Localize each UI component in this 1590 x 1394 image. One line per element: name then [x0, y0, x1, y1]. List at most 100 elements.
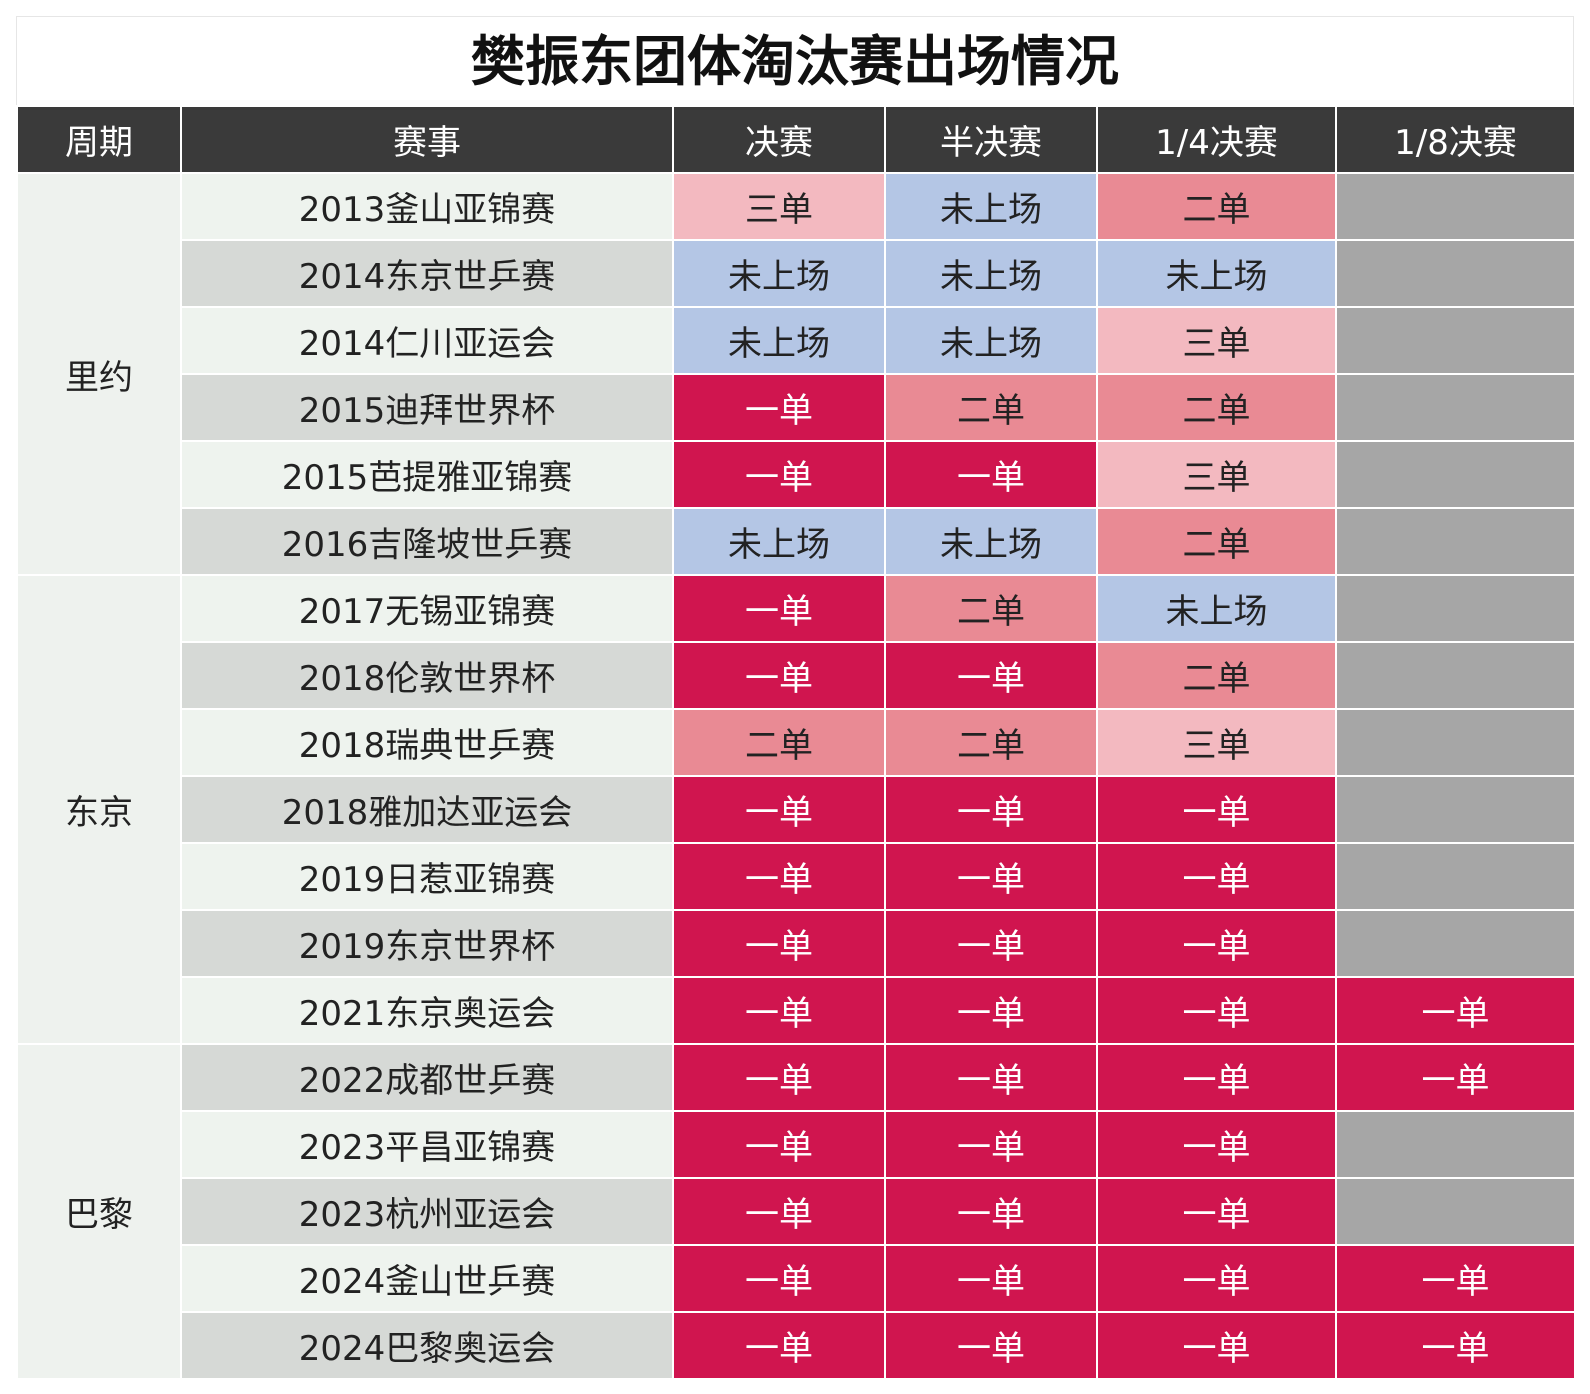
- empty-cell: [1335, 775, 1576, 844]
- result-cell: 一单: [672, 1110, 886, 1179]
- row: 2014仁川亚运会 未上场 未上场 三单: [17, 306, 1576, 375]
- result-cell: 一单: [1096, 976, 1337, 1045]
- header-row: 周期 赛事 决赛 半决赛 1/4决赛 1/8决赛: [16, 105, 1576, 174]
- result-cell: 未上场: [672, 306, 886, 375]
- result-cell: 二单: [884, 373, 1098, 442]
- header-cell: 半决赛: [884, 105, 1098, 174]
- result-cell: 未上场: [884, 507, 1098, 576]
- event-cell: 2024釜山世乒赛: [180, 1244, 674, 1313]
- event-cell: 2022成都世乒赛: [180, 1043, 674, 1112]
- result-cell: 一单: [1335, 1244, 1576, 1313]
- row: 2015芭提雅亚锦赛 一单 一单 三单: [17, 440, 1576, 509]
- event-cell: 2014东京世乒赛: [180, 239, 674, 308]
- event-cell: 2014仁川亚运会: [180, 306, 674, 375]
- empty-cell: [1335, 574, 1576, 643]
- result-cell: 一单: [672, 1177, 886, 1246]
- result-cell: 一单: [672, 641, 886, 710]
- header-cell: 周期: [16, 105, 182, 174]
- event-cell: 2015芭提雅亚锦赛: [180, 440, 674, 509]
- event-cell: 2019东京世界杯: [180, 909, 674, 978]
- empty-cell: [1335, 842, 1576, 911]
- row: 2016吉隆坡世乒赛 未上场 未上场 二单: [17, 507, 1576, 576]
- table-body: 里约 2013釜山亚锦赛 三单 未上场 二单 2014东京世乒赛 未上场 未上场 未上场 2014…: [16, 172, 1576, 1380]
- row: 2023杭州亚运会 一单 一单 一单: [17, 1177, 1576, 1246]
- empty-cell: [1335, 373, 1576, 442]
- result-cell: 一单: [1096, 1244, 1337, 1313]
- result-cell: 一单: [884, 775, 1098, 844]
- result-cell: 二单: [1096, 641, 1337, 710]
- table: 周期 赛事 决赛 半决赛 1/4决赛 1/8决赛 里约 2013釜山亚锦赛 三单 未上场 二单 20…: [16, 105, 1576, 1380]
- event-cell: 2019日惹亚锦赛: [180, 842, 674, 911]
- result-cell: 一单: [884, 842, 1098, 911]
- row: 巴黎 2022成都世乒赛 一单 一单 一单 一单: [16, 1043, 1576, 1380]
- row: 2018雅加达亚运会 一单 一单 一单: [17, 775, 1576, 844]
- row: 东京 2017无锡亚锦赛 一单 二单 未上场: [16, 574, 1576, 1045]
- result-cell: 二单: [884, 574, 1098, 643]
- table-page: 樊振东团体淘汰赛出场情况 周期 赛事 决赛 半决赛 1/4决赛 1/8决赛 里约 2013釜…: [16, 16, 1576, 1380]
- empty-cell: [1335, 239, 1576, 308]
- empty-cell: [1335, 909, 1576, 978]
- result-cell: 一单: [884, 1110, 1098, 1179]
- result-cell: 一单: [672, 1244, 886, 1313]
- result-cell: 一单: [1335, 1311, 1576, 1380]
- result-cell: 二单: [884, 708, 1098, 777]
- result-cell: 三单: [1096, 306, 1337, 375]
- event-cell: 2013釜山亚锦赛: [180, 172, 674, 241]
- result-cell: 三单: [1096, 708, 1337, 777]
- result-cell: 一单: [672, 1311, 886, 1380]
- period-cell: 东京: [16, 574, 182, 1045]
- result-cell: 一单: [1335, 976, 1576, 1045]
- result-cell: 未上场: [884, 172, 1098, 241]
- result-cell: 一单: [672, 909, 886, 978]
- result-cell: 一单: [672, 373, 886, 442]
- result-cell: 一单: [884, 440, 1098, 509]
- result-cell: 未上场: [1096, 574, 1337, 643]
- result-cell: 一单: [1335, 1043, 1576, 1112]
- result-cell: 一单: [884, 1043, 1098, 1112]
- event-cell: 2018雅加达亚运会: [180, 775, 674, 844]
- result-cell: 一单: [1096, 1311, 1337, 1380]
- result-cell: 一单: [884, 976, 1098, 1045]
- row: 里约 2013釜山亚锦赛 三单 未上场 二单: [16, 172, 1576, 576]
- event-cell: 2024巴黎奥运会: [180, 1311, 674, 1380]
- empty-cell: [1335, 507, 1576, 576]
- result-cell: 二单: [1096, 172, 1337, 241]
- period-cell: 里约: [16, 172, 182, 576]
- event-cell: 2017无锡亚锦赛: [180, 574, 674, 643]
- result-cell: 一单: [672, 976, 886, 1045]
- row: 2024釜山世乒赛 一单 一单 一单 一单: [17, 1244, 1576, 1313]
- empty-cell: [1335, 641, 1576, 710]
- result-cell: 一单: [672, 775, 886, 844]
- event-cell: 2018伦敦世界杯: [180, 641, 674, 710]
- empty-cell: [1335, 1110, 1576, 1179]
- empty-cell: [1335, 306, 1576, 375]
- result-cell: 一单: [884, 1244, 1098, 1313]
- result-cell: 一单: [884, 909, 1098, 978]
- row: 2021东京奥运会 一单 一单 一单 一单: [17, 976, 1576, 1045]
- event-cell: 2015迪拜世界杯: [180, 373, 674, 442]
- result-cell: 一单: [884, 1177, 1098, 1246]
- row: 2024巴黎奥运会 一单 一单 一单 一单: [17, 1311, 1576, 1380]
- empty-cell: [1335, 708, 1576, 777]
- event-cell: 2023杭州亚运会: [180, 1177, 674, 1246]
- result-cell: 未上场: [1096, 239, 1337, 308]
- header-cell: 赛事: [180, 105, 674, 174]
- event-cell: 2021东京奥运会: [180, 976, 674, 1045]
- result-cell: 一单: [1096, 1177, 1337, 1246]
- row: 2018瑞典世乒赛 二单 二单 三单: [17, 708, 1576, 777]
- result-cell: 未上场: [672, 507, 886, 576]
- empty-cell: [1335, 440, 1576, 509]
- event-cell: 2016吉隆坡世乒赛: [180, 507, 674, 576]
- result-cell: 二单: [1096, 507, 1337, 576]
- empty-cell: [1335, 172, 1576, 241]
- empty-cell: [1335, 1177, 1576, 1246]
- row: 2023平昌亚锦赛 一单 一单 一单: [17, 1110, 1576, 1179]
- result-cell: 一单: [884, 1311, 1098, 1380]
- row: 2015迪拜世界杯 一单 二单 二单: [17, 373, 1576, 442]
- result-cell: 三单: [1096, 440, 1337, 509]
- result-cell: 一单: [672, 1043, 886, 1112]
- result-cell: 三单: [672, 172, 886, 241]
- result-cell: 未上场: [884, 306, 1098, 375]
- result-cell: 二单: [1096, 373, 1337, 442]
- row: 2018伦敦世界杯 一单 一单 二单: [17, 641, 1576, 710]
